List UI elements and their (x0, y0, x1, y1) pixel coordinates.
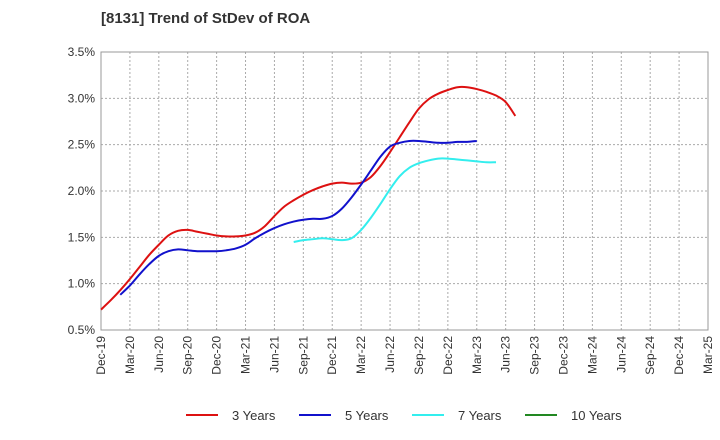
x-tick-label: Mar-22 (354, 336, 368, 374)
x-tick-label: Mar-23 (470, 336, 484, 374)
series-lines (100, 85, 517, 311)
y-tick-label: 3.0% (68, 91, 96, 105)
x-tick-label: Sep-20 (181, 336, 195, 375)
legend-label: 7 Years (458, 407, 502, 423)
y-tick-label: 3.5% (68, 45, 96, 59)
legend-item: 10 Years (525, 404, 622, 426)
x-tick-label: Sep-24 (643, 336, 657, 375)
plot-border (100, 51, 709, 331)
x-tick-label: Jun-24 (614, 336, 628, 373)
legend-swatch (299, 414, 331, 416)
series-line-7-years (293, 157, 497, 243)
y-tick-label: 0.5% (68, 323, 96, 337)
legend-swatch (412, 414, 444, 416)
x-tick-label: Dec-23 (556, 336, 570, 375)
x-axis: Dec-19 Mar-20 Jun-20 Sep-20 Dec-20 Mar-21 Jun-… (94, 336, 715, 375)
chart-title: [8131] Trend of StDev of ROA (101, 10, 311, 27)
x-tick-label: Mar-24 (585, 336, 599, 374)
x-tick-label: Sep-23 (528, 336, 542, 375)
x-tick-label: Mar-25 (701, 336, 715, 374)
y-tick-label: 2.5% (68, 138, 96, 152)
legend-label: 5 Years (345, 407, 389, 423)
x-tick-label: Jun-22 (383, 336, 397, 373)
x-tick-label: Dec-19 (94, 336, 108, 375)
x-tick-label: Jun-20 (152, 336, 166, 373)
series-line-5-years (119, 139, 477, 296)
legend-item: 3 Years (186, 404, 275, 426)
x-tick-label: Sep-21 (296, 336, 310, 375)
y-tick-label: 2.0% (68, 184, 96, 198)
x-tick-label: Dec-22 (441, 336, 455, 375)
x-tick-label: Mar-21 (239, 336, 253, 374)
y-axis: 0.5% 1.0% 1.5% 2.0% 2.5% 3.0% 3.5% (68, 45, 96, 337)
legend-swatch (525, 414, 557, 416)
x-tick-label: Jun-21 (267, 336, 281, 373)
legend-item: 7 Years (412, 404, 501, 426)
x-tick-label: Jun-23 (499, 336, 513, 373)
legend-swatch (186, 414, 218, 416)
x-tick-label: Dec-21 (325, 336, 339, 375)
x-tick-label: Mar-20 (123, 336, 137, 374)
legend-label: 3 Years (232, 407, 276, 423)
legend-item: 5 Years (299, 404, 388, 426)
y-tick-label: 1.0% (68, 277, 96, 291)
x-tick-label: Dec-24 (672, 336, 686, 375)
grid-lines (101, 52, 708, 330)
legend: 3 Years 5 Years 7 Years 10 Years (0, 404, 720, 426)
legend-label: 10 Years (571, 407, 622, 423)
x-tick-label: Dec-20 (210, 336, 224, 375)
series-line-3-years (100, 85, 517, 311)
x-tick-label: Sep-22 (412, 336, 426, 375)
y-tick-label: 1.5% (68, 230, 96, 244)
